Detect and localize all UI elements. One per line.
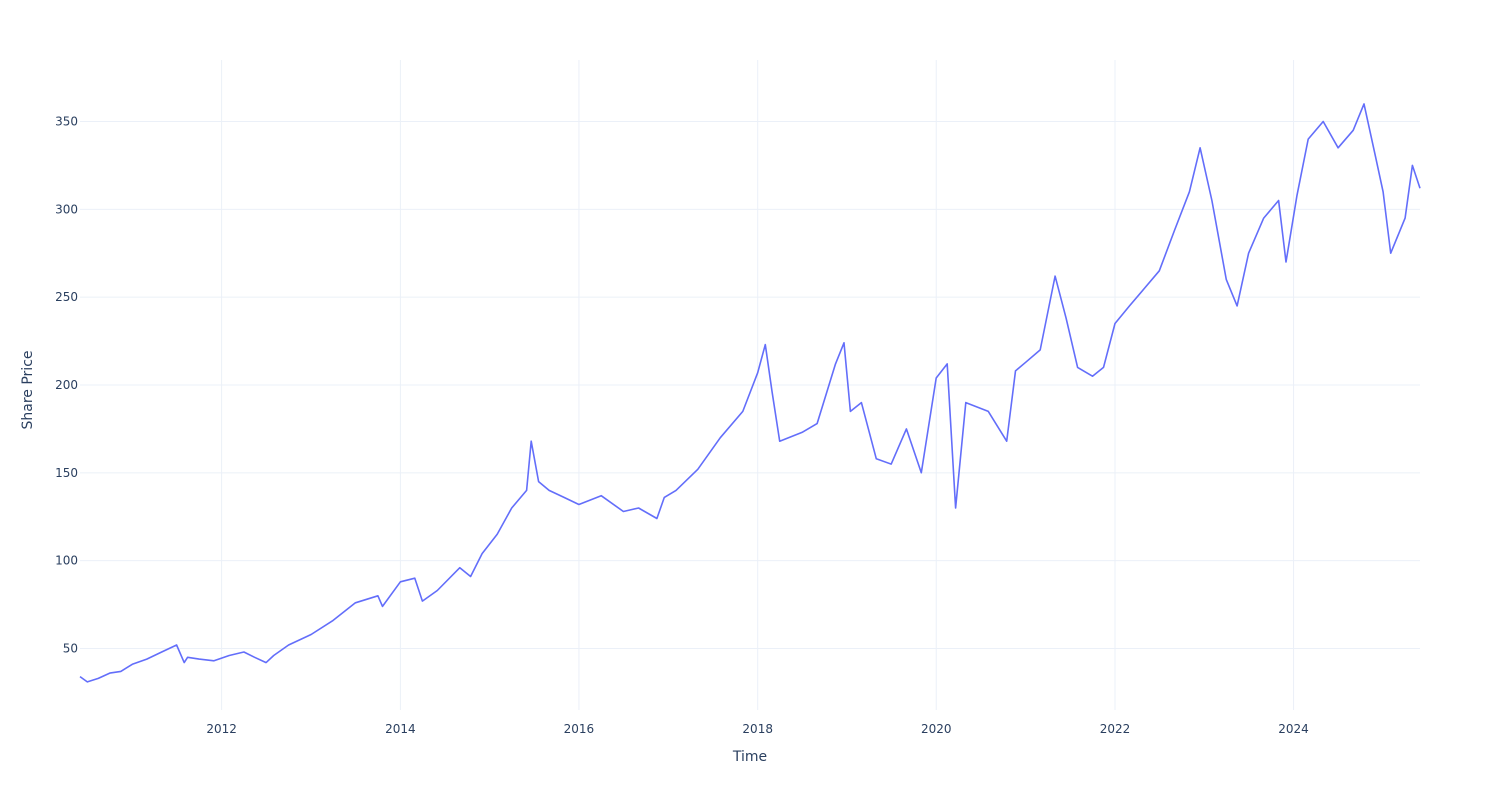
x-axis-title: Time <box>732 749 767 765</box>
y-tick-label: 200 <box>55 378 78 392</box>
y-tick-label: 100 <box>55 554 78 568</box>
y-tick-label: 50 <box>63 642 78 656</box>
x-tick-label: 2014 <box>385 722 416 736</box>
y-tick-label: 250 <box>55 290 78 304</box>
y-axis-title: Share Price <box>20 350 36 429</box>
x-tick-label: 2012 <box>206 722 237 736</box>
y-tick-label: 150 <box>55 466 78 480</box>
x-tick-label: 2024 <box>1278 722 1309 736</box>
plot-area <box>79 103 1421 683</box>
x-tick-label: 2018 <box>742 722 773 736</box>
x-tick-label: 2022 <box>1100 722 1131 736</box>
price-series-line <box>79 103 1421 683</box>
y-tick-label: 350 <box>55 114 78 128</box>
x-tick-label: 2020 <box>921 722 952 736</box>
x-axis-ticks: 2012 2014 2016 2018 2020 2022 2024 <box>206 722 1308 736</box>
y-axis-ticks: 50 100 150 200 250 300 350 <box>55 114 78 655</box>
y-tick-label: 300 <box>55 202 78 216</box>
grid-lines <box>80 60 1420 710</box>
x-tick-label: 2016 <box>564 722 595 736</box>
